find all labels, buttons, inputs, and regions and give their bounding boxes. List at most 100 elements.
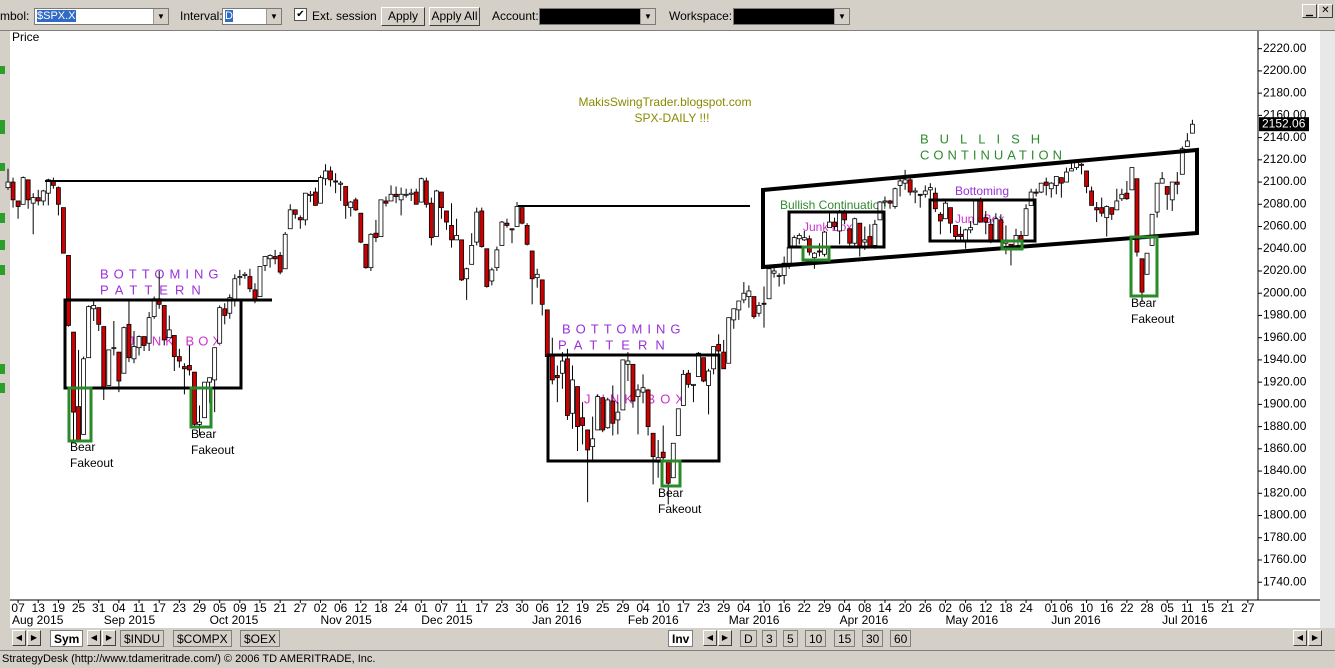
x-tick-label: 17 xyxy=(677,601,691,615)
x-tick-label: 10 xyxy=(657,601,671,615)
candle-body xyxy=(1058,177,1064,184)
workspace-combo[interactable]: ▼ xyxy=(733,8,850,25)
x-tick-label: 23 xyxy=(697,601,711,615)
tab[interactable]: 3 xyxy=(762,630,777,647)
candle-body xyxy=(837,211,842,232)
scroll-left[interactable]: ◀ xyxy=(12,630,26,646)
annotation: Bear xyxy=(191,427,216,441)
candle-body xyxy=(1164,186,1170,195)
candle-body xyxy=(716,343,722,352)
y-tick-label: 2200.00 xyxy=(1263,63,1307,77)
y-axis-label: Price xyxy=(12,30,40,44)
annotation: Fakeout xyxy=(70,456,114,470)
candle-body xyxy=(590,438,596,448)
minimize[interactable]: ▁ xyxy=(1302,4,1317,18)
x-tick-label: 05 xyxy=(213,601,227,615)
candle-body xyxy=(469,245,475,265)
candle-body xyxy=(801,237,807,241)
candle-body xyxy=(686,372,691,385)
tab[interactable]: 60 xyxy=(890,630,912,647)
candle-body xyxy=(570,379,575,414)
tab[interactable]: Sym xyxy=(50,630,84,647)
candle-body xyxy=(1114,200,1120,211)
scroll-left[interactable]: ◀ xyxy=(87,630,101,646)
scroll-right[interactable]: ▶ xyxy=(102,630,116,646)
candle-body xyxy=(257,266,263,297)
candle-body xyxy=(10,181,16,201)
tab[interactable]: Inv xyxy=(668,630,694,647)
watermark: SPX-DAILY !!! xyxy=(635,111,710,125)
x-tick-label: 06 xyxy=(536,601,550,615)
x-tick-label: 14 xyxy=(878,601,892,615)
tab[interactable]: $OEX xyxy=(240,630,281,647)
candle-body xyxy=(187,365,192,371)
candle-body xyxy=(1190,123,1195,134)
candle-body xyxy=(519,207,525,224)
candle-body xyxy=(479,210,485,247)
date-axis-panel xyxy=(10,600,1320,628)
candle-body xyxy=(1169,181,1175,201)
candle-body xyxy=(1033,191,1039,194)
symbol-combo[interactable]: $SPX.X ▼ xyxy=(34,8,169,25)
candle-body xyxy=(393,193,399,197)
candle-body xyxy=(746,290,752,297)
tab[interactable]: 5 xyxy=(783,630,798,647)
scroll-right[interactable]: ▶ xyxy=(27,630,41,646)
candle-body xyxy=(348,201,354,209)
candle-body xyxy=(242,273,248,276)
candle-body xyxy=(580,417,585,426)
candle-body xyxy=(146,317,152,344)
scroll-right[interactable]: ▶ xyxy=(1308,630,1322,646)
candle-body xyxy=(1064,171,1069,183)
candle-body xyxy=(383,200,389,204)
x-tick-label: 12 xyxy=(354,601,368,615)
x-tick-label: 21 xyxy=(1221,601,1235,615)
close[interactable]: ✕ xyxy=(1318,4,1333,18)
tab[interactable]: D xyxy=(740,630,757,647)
candle-body xyxy=(781,262,787,276)
tab[interactable]: 10 xyxy=(805,630,827,647)
fakeout-boxes xyxy=(67,235,1159,488)
x-tick-label: 22 xyxy=(1120,601,1134,615)
y-tick-label: 1820.00 xyxy=(1263,485,1307,499)
tab[interactable]: 30 xyxy=(862,630,884,647)
candle-body xyxy=(272,256,278,260)
candle-body xyxy=(625,360,631,365)
account-combo[interactable]: ▼ xyxy=(539,8,656,25)
scroll-left[interactable]: ◀ xyxy=(703,630,717,646)
tab[interactable]: $INDU xyxy=(120,630,165,647)
apply-all-button[interactable]: Apply All xyxy=(429,7,480,26)
month-label: Dec 2015 xyxy=(421,613,473,627)
candle-body xyxy=(615,411,621,421)
candle-body xyxy=(640,387,646,393)
checkbox[interactable]: ✔ xyxy=(294,8,307,21)
candle-body xyxy=(620,359,626,411)
annotation: Fakeout xyxy=(658,502,702,516)
candle-body xyxy=(691,383,696,386)
x-tick-label: 11 xyxy=(133,601,146,615)
candle-body xyxy=(665,461,671,484)
candle-body xyxy=(731,308,737,321)
candle-body xyxy=(252,289,258,301)
candle-body xyxy=(1043,181,1049,186)
annotation: PATTERN xyxy=(100,282,208,297)
candle-body xyxy=(1159,178,1165,184)
scroll-right[interactable]: ▶ xyxy=(718,630,732,646)
candle-body xyxy=(963,229,968,242)
tab[interactable]: 15 xyxy=(834,630,856,647)
interval-combo[interactable]: D ▼ xyxy=(222,8,282,25)
candle-body xyxy=(630,363,636,402)
symbol: $SPX.X xyxy=(37,10,76,22)
tab[interactable]: $COMPX xyxy=(173,630,232,647)
candle-body xyxy=(927,187,933,191)
annotation: BULLISH xyxy=(920,131,1051,146)
scroll-left[interactable]: ◀ xyxy=(1293,630,1307,646)
candle-body xyxy=(968,227,974,231)
candle-body xyxy=(847,228,853,244)
candle-body xyxy=(343,186,349,206)
candle-body xyxy=(776,275,782,277)
candle-body xyxy=(973,199,979,225)
y-tick-label: 2180.00 xyxy=(1263,85,1307,99)
candle-body xyxy=(323,170,328,180)
apply-button[interactable]: Apply xyxy=(381,7,425,26)
